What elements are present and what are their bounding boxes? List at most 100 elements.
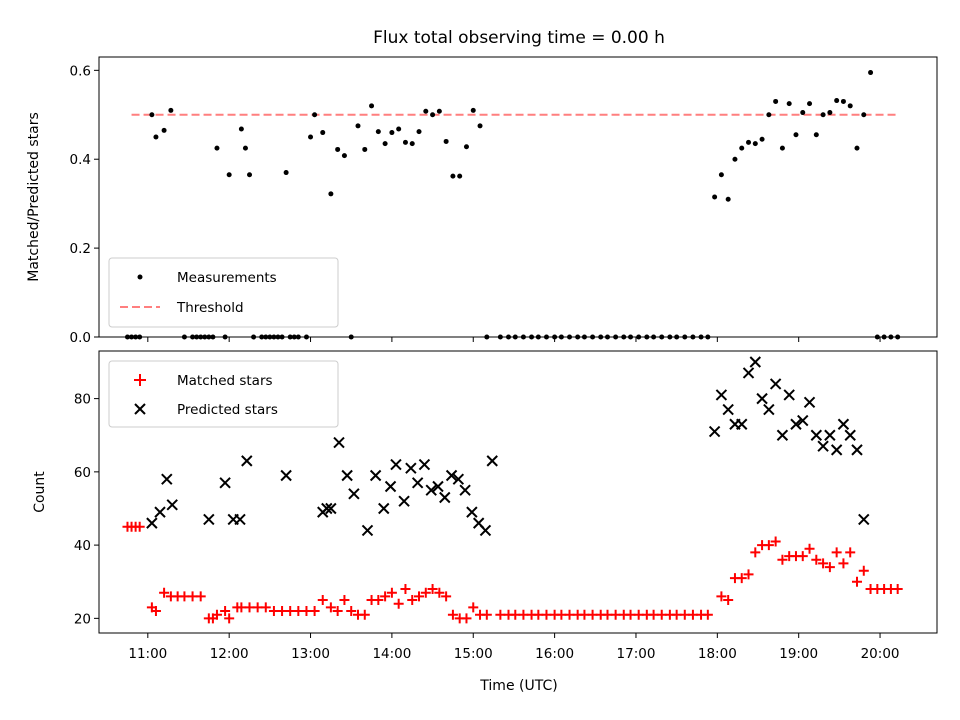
measurement-point bbox=[766, 112, 772, 118]
measurement-point bbox=[242, 145, 248, 151]
legend-measurements-label: Measurements bbox=[177, 270, 277, 286]
measurement-point bbox=[279, 334, 285, 340]
matched-star-point bbox=[831, 547, 842, 558]
matched-star-point bbox=[845, 547, 856, 558]
matched-star-point bbox=[325, 602, 336, 613]
measurement-point bbox=[552, 334, 558, 340]
measurement-point bbox=[636, 334, 642, 340]
legend-matched-marker bbox=[134, 374, 146, 386]
predicted-star-point bbox=[756, 392, 768, 405]
measurement-point bbox=[888, 334, 894, 340]
matched-star-point bbox=[811, 554, 822, 565]
measurement-point bbox=[759, 136, 765, 142]
measurement-point bbox=[868, 70, 874, 76]
measurement-point bbox=[613, 334, 619, 340]
measurement-point bbox=[621, 334, 627, 340]
measurement-point bbox=[895, 334, 901, 340]
measurement-point bbox=[874, 334, 880, 340]
measurement-point bbox=[861, 112, 867, 118]
matched-star-point bbox=[702, 609, 713, 620]
measurement-point bbox=[375, 129, 381, 135]
predicted-star-point bbox=[341, 469, 353, 482]
measurement-point bbox=[450, 173, 456, 179]
bottom-x-tick-label: 13:00 bbox=[291, 646, 330, 662]
top-x-tick-marks bbox=[147, 337, 881, 342]
measurement-point bbox=[369, 103, 375, 109]
matched-star-point bbox=[309, 606, 320, 617]
measurement-point bbox=[470, 107, 476, 113]
bottom-legend: Matched stars Predicted stars bbox=[108, 360, 339, 428]
measurement-point bbox=[267, 334, 273, 340]
measurement-point bbox=[834, 98, 840, 104]
predicted-star-point bbox=[418, 458, 431, 471]
measurement-point bbox=[752, 141, 758, 147]
measurement-point bbox=[436, 108, 442, 114]
bottom-x-axis-label: Time (UTC) bbox=[479, 678, 557, 694]
matched-star-point bbox=[339, 595, 350, 606]
top-y-axis-label: Matched/Predicted stars bbox=[26, 112, 42, 282]
matched-star-point bbox=[723, 595, 734, 606]
predicted-star-point bbox=[166, 499, 178, 511]
predicted-star-point bbox=[749, 356, 762, 368]
top-series-layer bbox=[124, 70, 901, 340]
measurement-point bbox=[210, 334, 216, 340]
measurement-point bbox=[644, 334, 650, 340]
measurement-point bbox=[320, 130, 326, 136]
predicted-star-point bbox=[851, 444, 863, 456]
matched-star-point bbox=[380, 591, 391, 602]
matched-star-point bbox=[414, 591, 425, 602]
predicted-star-point bbox=[783, 389, 795, 401]
measurement-point bbox=[443, 138, 449, 144]
measurement-point bbox=[283, 170, 289, 176]
predicted-star-point bbox=[824, 429, 836, 441]
bottom-x-tick-label: 17:00 bbox=[617, 646, 656, 662]
measurement-point bbox=[291, 334, 297, 340]
matched-star-point bbox=[468, 602, 479, 613]
top-panel: Matched/Predicted stars 0.0 0.2 0.4 0.6 Mea… bbox=[26, 56, 938, 346]
measurement-point bbox=[168, 107, 174, 113]
predicted-star-point bbox=[742, 367, 755, 379]
predicted-star-point bbox=[479, 524, 492, 537]
measurement-point bbox=[847, 103, 853, 109]
matched-star-point bbox=[736, 573, 747, 584]
measurement-point bbox=[190, 334, 196, 340]
matched-star-point bbox=[260, 602, 271, 613]
predicted-star-point bbox=[797, 414, 809, 427]
measurement-point bbox=[206, 334, 212, 340]
measurement-point bbox=[416, 129, 422, 135]
matched-star-point bbox=[770, 536, 781, 547]
matched-star-point bbox=[393, 598, 404, 609]
predicted-star-point bbox=[411, 477, 424, 489]
predicted-star-point bbox=[459, 484, 471, 496]
predicted-star-point bbox=[378, 502, 390, 515]
predicted-star-point bbox=[361, 524, 374, 537]
bottom-x-ticks: 11:00 12:00 13:00 14:00 15:00 16:00 17:00 18:00… bbox=[128, 633, 900, 662]
measurement-point bbox=[628, 334, 634, 340]
predicted-star-point bbox=[722, 403, 734, 416]
predicted-star-point bbox=[858, 513, 870, 526]
predicted-star-point bbox=[769, 378, 782, 390]
measurement-point bbox=[382, 141, 388, 147]
matched-star-point bbox=[892, 584, 903, 595]
predicted-star-point bbox=[810, 429, 823, 441]
measurement-point bbox=[674, 334, 680, 340]
measurement-point bbox=[718, 172, 724, 178]
matched-star-point bbox=[716, 591, 727, 602]
bottom-x-tick-label: 11:00 bbox=[128, 646, 167, 662]
measurement-point bbox=[238, 126, 244, 132]
measurement-point bbox=[529, 334, 535, 340]
predicted-star-point bbox=[348, 488, 360, 500]
measurement-point bbox=[667, 334, 673, 340]
top-y-tick-label: 0.4 bbox=[70, 152, 91, 168]
predicted-star-point bbox=[803, 396, 816, 408]
matched-star-point bbox=[220, 606, 231, 617]
measurement-point bbox=[251, 334, 257, 340]
matched-star-point bbox=[447, 609, 458, 620]
legend-predicted-marker bbox=[134, 403, 146, 415]
top-y-tick-label: 0.2 bbox=[70, 241, 91, 257]
bottom-x-tick-label: 14:00 bbox=[372, 646, 411, 662]
measurement-point bbox=[506, 334, 512, 340]
bottom-plot-frame bbox=[98, 350, 938, 634]
bottom-y-ticks: 20 40 60 80 bbox=[74, 392, 99, 627]
